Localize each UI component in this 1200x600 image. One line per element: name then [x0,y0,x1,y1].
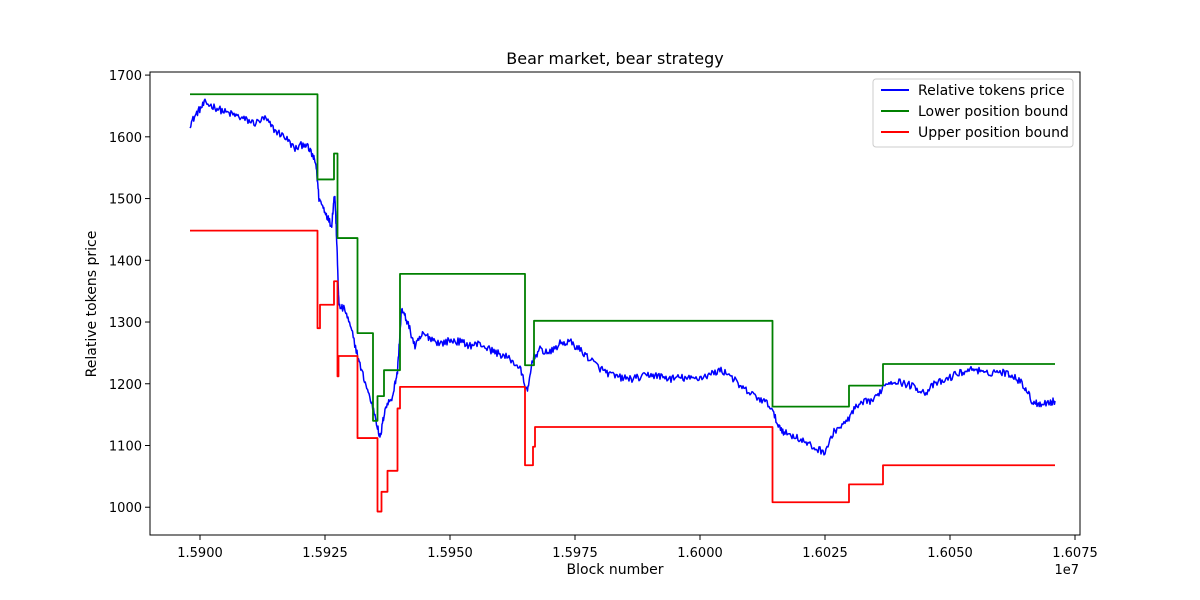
x-tick-label: 1.6025 [802,546,848,561]
x-axis: 1.5900 1.5925 1.5950 1.5975 1.6000 1.6025 1.60… [177,535,1098,561]
legend-label-3: Upper position bound [918,125,1069,141]
y-tick-label: 1100 [109,439,142,454]
chart-title: Bear market, bear strategy [506,49,723,68]
x-tick-label: 1.5950 [427,546,473,561]
legend-box [872,78,1074,148]
legend-label-1: Relative tokens price [918,83,1065,99]
y-tick-label: 1700 [109,69,142,84]
y-tick-label: 1400 [109,254,142,269]
y-tick-label: 1000 [109,501,142,516]
y-axis-label: Relative tokens price [84,231,100,378]
x-tick-label: 1.5925 [302,546,348,561]
series-line-1 [189,98,1056,456]
x-tick-label: 1.5975 [552,546,598,561]
x-tick-label: 1.6050 [927,546,973,561]
series-line-2 [190,93,1055,422]
plot-frame [149,71,1081,536]
x-tick-label: 1.6000 [677,546,723,561]
x-axis-label: Block number [567,562,664,578]
y-tick-label: 1300 [109,316,142,331]
series-layer [189,93,1056,513]
legend-label-2: Lower position bound [918,104,1068,120]
y-tick-label: 1600 [109,131,142,146]
y-axis: 1000 1100 1200 1300 1400 1500 1600 1700 [109,69,150,516]
y-tick-label: 1500 [109,193,142,208]
x-tick-label: 1.5900 [177,546,223,561]
x-tick-label: 1.6075 [1052,546,1098,561]
x-axis-offset-label: 1e7 [1054,563,1079,578]
series-line-3 [190,229,1055,513]
legend: Relative tokens price Lower position boun… [872,78,1074,148]
plot-area [150,72,1080,535]
y-tick-label: 1200 [109,378,142,393]
